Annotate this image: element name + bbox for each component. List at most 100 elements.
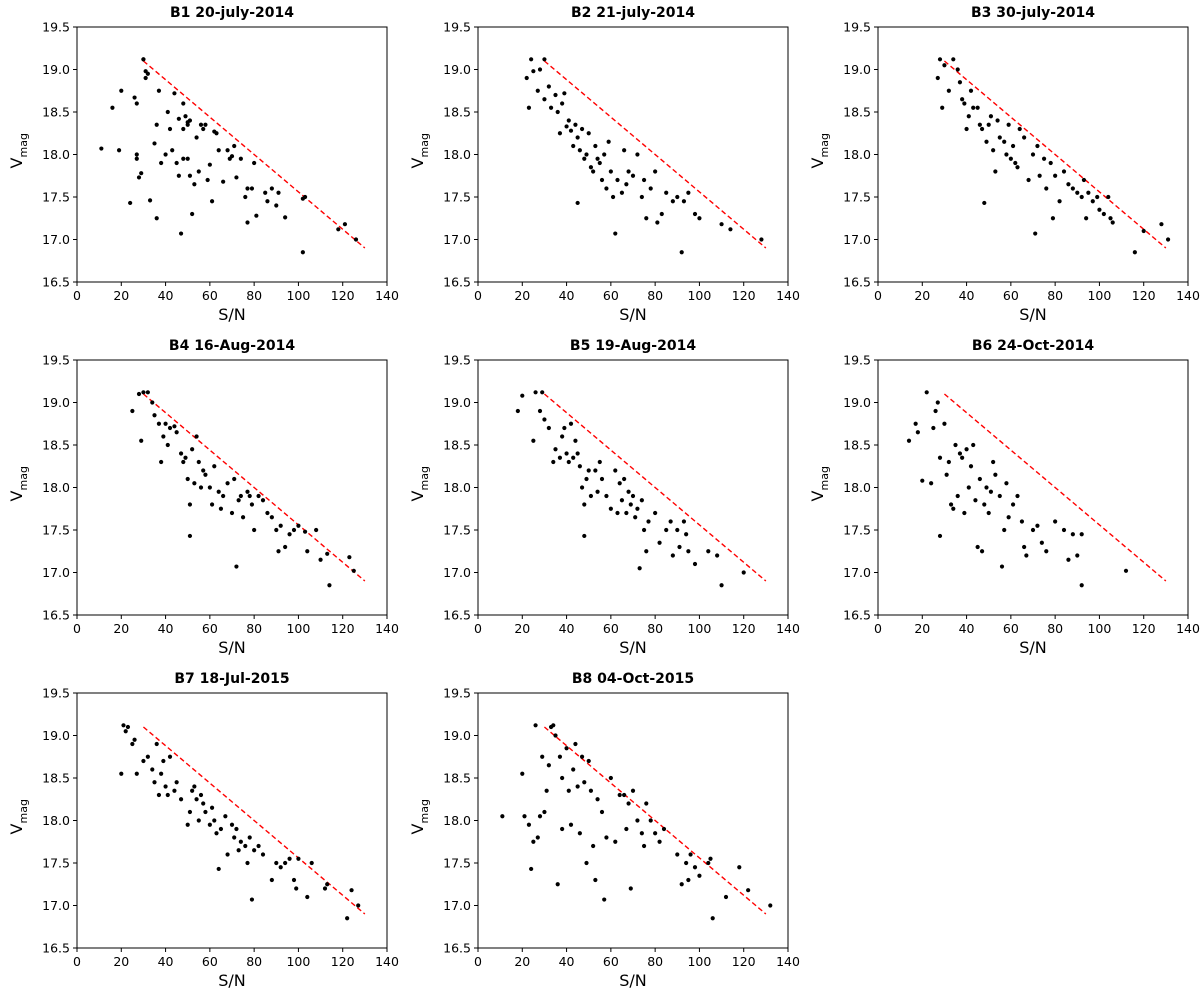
data-point xyxy=(187,809,193,815)
y-tick-label: 18.0 xyxy=(843,147,871,162)
data-point xyxy=(309,860,314,866)
data-point xyxy=(1044,186,1049,191)
data-point xyxy=(209,502,215,507)
data-point xyxy=(141,758,146,764)
y-tick-label: 18.0 xyxy=(443,480,471,495)
data-point xyxy=(165,792,170,798)
y-tick-label: 16.5 xyxy=(42,608,70,623)
chart-title: B2 21-july-2014 xyxy=(571,5,695,21)
chart-panel-8: B8 04-Oct-2015 0 20 40 60 80 100 120 140 16.5 17.0… xyxy=(408,671,800,990)
data-point xyxy=(560,434,565,439)
x-tick-label: 0 xyxy=(474,621,482,636)
data-point xyxy=(935,75,940,81)
data-point xyxy=(353,237,359,242)
data-point xyxy=(185,476,190,482)
data-point xyxy=(715,553,720,558)
data-point xyxy=(520,771,525,776)
data-point xyxy=(684,860,689,866)
data-point xyxy=(1006,515,1011,520)
data-point xyxy=(657,540,662,545)
x-tick-label: 80 xyxy=(647,621,663,636)
x-tick-label: 60 xyxy=(603,954,619,969)
y-axis-label-main: V xyxy=(408,491,427,502)
y-tick-label: 16.5 xyxy=(42,941,70,956)
data-point xyxy=(653,169,658,174)
data-point xyxy=(342,222,348,227)
data-point xyxy=(159,160,164,166)
data-point xyxy=(152,413,157,418)
data-point xyxy=(593,143,598,149)
data-point xyxy=(571,143,576,149)
data-point xyxy=(586,758,591,764)
data-point xyxy=(515,408,520,414)
x-tick-label: 120 xyxy=(1132,288,1156,303)
x-tick-label: 100 xyxy=(1087,288,1111,303)
data-point xyxy=(622,476,627,482)
data-point xyxy=(167,754,173,759)
data-point xyxy=(653,510,658,516)
data-point xyxy=(1002,527,1007,533)
x-tick-label: 80 xyxy=(246,621,262,636)
data-point xyxy=(1033,231,1038,236)
data-point xyxy=(1090,199,1095,204)
data-point xyxy=(977,476,982,482)
x-tick-label: 0 xyxy=(73,954,81,969)
data-point xyxy=(161,758,166,764)
data-point xyxy=(245,489,250,494)
data-point xyxy=(99,146,104,151)
data-point xyxy=(982,502,987,507)
data-point xyxy=(737,865,742,870)
x-tick-label: 80 xyxy=(1047,288,1063,303)
y-tick-label: 19.5 xyxy=(843,20,871,35)
data-point xyxy=(1022,544,1027,550)
x-tick-label: 100 xyxy=(687,954,711,969)
y-tick-label: 17.0 xyxy=(443,898,471,913)
data-point xyxy=(1141,228,1146,234)
data-point xyxy=(345,916,350,921)
data-point xyxy=(942,63,947,68)
x-tick-label: 140 xyxy=(375,954,399,969)
data-point xyxy=(995,118,1000,123)
data-point xyxy=(937,57,943,62)
data-point xyxy=(283,215,288,220)
y-tick-label: 17.0 xyxy=(42,898,70,913)
data-point xyxy=(997,135,1002,140)
x-tick-label: 80 xyxy=(647,288,663,303)
data-point xyxy=(991,459,996,465)
data-point xyxy=(218,506,224,511)
data-point xyxy=(548,105,554,110)
data-point xyxy=(659,211,664,217)
y-tick-label: 17.0 xyxy=(42,565,70,580)
data-point xyxy=(573,122,578,127)
data-point xyxy=(984,485,989,490)
data-point xyxy=(540,390,545,395)
data-point xyxy=(225,852,230,857)
data-point xyxy=(697,216,702,221)
data-point xyxy=(679,882,684,887)
chart-panel-2: B2 21-july-2014 0 20 40 60 80 100 120 140 16.5 17.… xyxy=(408,5,800,324)
y-axis-label-subscript: mag xyxy=(17,799,30,823)
y-tick-label: 18.5 xyxy=(843,105,871,120)
data-point xyxy=(597,160,602,166)
data-point xyxy=(141,57,146,62)
data-point xyxy=(723,894,729,900)
data-point xyxy=(218,826,224,832)
data-point xyxy=(221,493,226,499)
data-point xyxy=(1010,502,1016,507)
data-point xyxy=(269,877,274,883)
data-point xyxy=(1010,143,1016,149)
data-point xyxy=(542,57,547,62)
data-point xyxy=(564,124,569,129)
y-tick-label: 17.0 xyxy=(843,565,871,580)
data-point xyxy=(971,105,976,110)
x-tick-label: 120 xyxy=(331,954,355,969)
data-point xyxy=(582,533,587,539)
data-point xyxy=(692,211,698,217)
data-point xyxy=(622,148,627,153)
data-point xyxy=(951,506,956,511)
data-point xyxy=(577,148,582,153)
data-point xyxy=(529,866,534,872)
data-point xyxy=(937,533,943,539)
data-point xyxy=(546,84,551,89)
